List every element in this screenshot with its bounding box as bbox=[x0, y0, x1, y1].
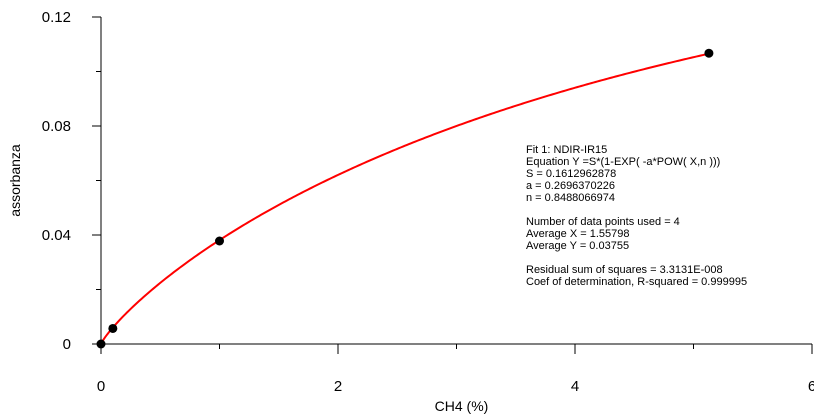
data-point bbox=[96, 339, 106, 349]
y-tick-label: 0.04 bbox=[42, 227, 71, 244]
annotation-line: a = 0.2696370226 bbox=[526, 180, 615, 192]
annotation-line: Equation Y =S*(1-EXP( -a*POW( X,n ))) bbox=[526, 156, 720, 168]
data-points bbox=[96, 48, 714, 349]
y-axis-label: assorbanza bbox=[7, 144, 23, 217]
x-tick-label: 0 bbox=[97, 378, 105, 395]
x-axis-tick-labels: 0 2 4 6 bbox=[97, 378, 814, 395]
annotation-line: n = 0.8488066974 bbox=[526, 192, 615, 204]
y-axis-tick-labels: 0 0.04 0.08 0.12 bbox=[42, 9, 71, 353]
y-axis-ticks bbox=[92, 16, 101, 345]
fit-curve bbox=[100, 52, 710, 345]
x-axis-label: CH4 (%) bbox=[435, 398, 489, 414]
data-point bbox=[704, 48, 714, 58]
x-tick-label: 4 bbox=[571, 378, 579, 395]
x-tick-label: 2 bbox=[334, 378, 342, 395]
annotation-line: Fit 1: NDIR-IR15 bbox=[526, 144, 607, 156]
annotation-line: Average Y = 0.03755 bbox=[526, 240, 629, 252]
annotation-line: Average X = 1.55798 bbox=[526, 228, 629, 240]
y-tick-label: 0.08 bbox=[42, 118, 71, 135]
annotation-line: Number of data points used = 4 bbox=[526, 216, 680, 228]
data-point bbox=[108, 323, 118, 333]
annotation-line: Coef of determination, R-squared = 0.999… bbox=[526, 276, 747, 288]
plot-area: 0 0.04 0.08 0.12 0 2 4 6 bbox=[42, 9, 814, 395]
x-axis-ticks bbox=[100, 344, 813, 354]
annotation-line: S = 0.1612962878 bbox=[526, 168, 616, 180]
data-point bbox=[215, 236, 224, 246]
y-tick-label: 0.12 bbox=[42, 9, 71, 26]
y-tick-label: 0 bbox=[63, 336, 71, 353]
annotation-line: Residual sum of squares = 3.3131E-008 bbox=[526, 264, 723, 276]
x-tick-label: 6 bbox=[808, 378, 814, 395]
